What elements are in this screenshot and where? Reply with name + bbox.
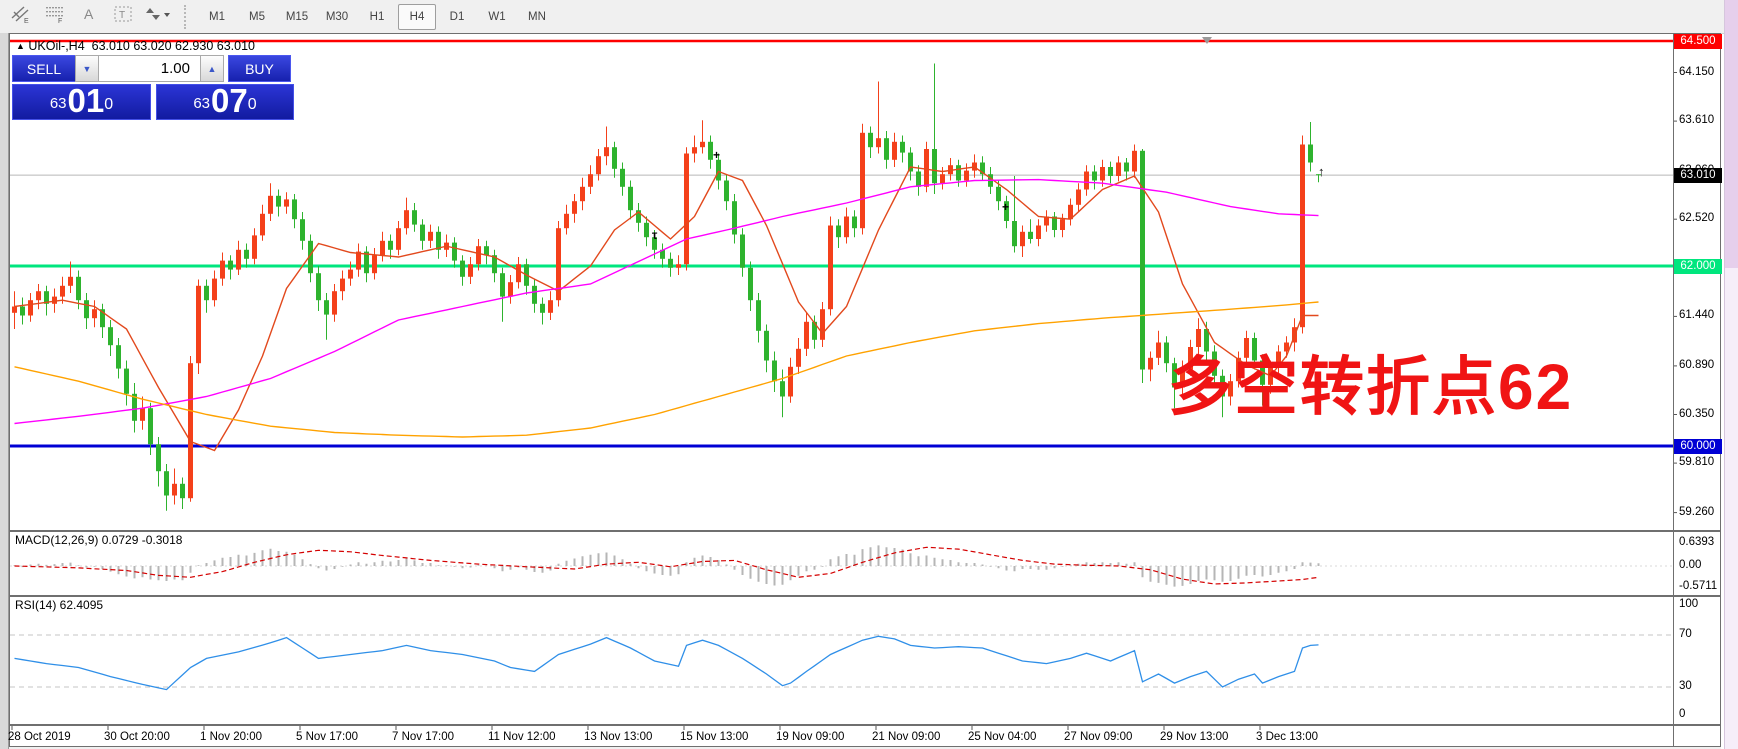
object-mark-2: +: [1002, 200, 1010, 214]
time-label[interactable]: 5 Nov 17:00: [296, 731, 359, 743]
ask-pip-digit: 0: [247, 96, 257, 113]
price-tick-62.520: 62.520: [1679, 212, 1715, 225]
rsi-label: RSI(14) 62.4095: [15, 598, 104, 612]
ma-mid: [14, 178, 1319, 425]
time-label[interactable]: 27 Nov 09:00: [1064, 731, 1133, 743]
symbol-ohlc: 63.010 63.020 62.930 63.010: [91, 39, 255, 53]
time-label[interactable]: 15 Nov 13:00: [680, 731, 749, 743]
text-label-icon: T: [112, 4, 134, 29]
symbol-name: UKOil-,H4: [28, 39, 85, 53]
timeframe-group: M1 M5 M15 M30 H1 H4 D1 W1 MN: [197, 3, 557, 30]
rsi-axis-30: 30: [1679, 680, 1692, 692]
symbol-header: ▲ UKOil-,H4 63.010 63.020 62.930 63.010: [16, 39, 255, 53]
time-label[interactable]: 29 Nov 13:00: [1160, 731, 1229, 743]
rsi-axis-100: 100: [1679, 598, 1699, 610]
price-badge-64.500: 64.500: [1674, 33, 1722, 49]
bid-price-display[interactable]: 63 01 0: [12, 84, 151, 120]
equidistant-channel-tool-button[interactable]: E: [5, 3, 37, 31]
arrows-tool-button[interactable]: [141, 3, 173, 31]
bid-prefix: 63: [49, 95, 67, 112]
price-axis-border: [1673, 34, 1674, 746]
rsi-axis-0: 0: [1679, 708, 1686, 720]
price-badge-62.000: 62.000: [1674, 258, 1722, 274]
rsi-line: [14, 635, 1319, 691]
equidistant-channel-icon: E: [10, 4, 32, 29]
timeframe-button-h4[interactable]: H4: [398, 3, 436, 30]
ma-fast: [14, 166, 1319, 452]
ask-prefix: 63: [193, 95, 211, 112]
rsi-axis-70: 70: [1679, 628, 1692, 640]
volume-decrease-button[interactable]: ▼: [75, 55, 99, 82]
timeframe-button-m5[interactable]: M5: [249, 10, 265, 23]
chart-annotation-text: 多空转折点62: [1168, 351, 1574, 423]
svg-text:F: F: [58, 18, 62, 24]
rsi-timeline-separator: [9, 724, 1721, 726]
price-tick-59.260: 59.260: [1679, 505, 1715, 518]
time-label[interactable]: 3 Dec 13:00: [1256, 731, 1319, 743]
bid-pip-digit: 0: [104, 96, 114, 113]
window-bottom-edge: [9, 747, 1721, 749]
timeframe-button-d1[interactable]: D1: [449, 10, 465, 23]
window-left-edge: [0, 33, 9, 749]
timeframe-button-mn[interactable]: MN: [528, 10, 546, 23]
timeframe-button-h1[interactable]: H1: [369, 10, 385, 23]
timeframe-button-w1[interactable]: W1: [488, 10, 506, 23]
macd-signal-line: [14, 546, 1319, 585]
ask-price-display[interactable]: 63 07 0: [156, 84, 294, 120]
price-tick-64.150: 64.150: [1679, 65, 1715, 78]
symbol-collapse-icon[interactable]: ▲: [16, 41, 25, 51]
ma-slow: [14, 301, 1319, 438]
volume-input[interactable]: 1.00: [99, 55, 200, 82]
one-click-trading-panel: SELL ▼ 1.00 ▲ BUY 63 01 0 63 07 0: [12, 55, 294, 120]
arrows-icon: [142, 4, 172, 29]
time-label[interactable]: 30 Oct 20:00: [104, 731, 170, 743]
timeframe-button-m30[interactable]: M30: [325, 10, 349, 23]
text-tool-button[interactable]: A: [73, 3, 105, 31]
fibonacci-tool-button[interactable]: F: [39, 3, 71, 31]
price-tick-63.610: 63.610: [1679, 114, 1715, 127]
svg-text:A: A: [84, 6, 94, 22]
main-macd-separator[interactable]: [9, 530, 1721, 532]
right-scrollbar-thumb[interactable]: [1725, 0, 1738, 268]
time-label[interactable]: 7 Nov 17:00: [392, 731, 455, 743]
toolbar-grip: [184, 4, 191, 29]
ask-big-digits: 07: [211, 82, 248, 119]
buy-button[interactable]: BUY: [228, 55, 291, 82]
text-label-tool-button[interactable]: T: [107, 3, 139, 31]
object-mark-0: +: [713, 148, 721, 162]
macd-axis-0.6393: 0.6393: [1679, 536, 1715, 548]
time-label[interactable]: 21 Nov 09:00: [872, 731, 941, 743]
price-tick-59.810: 59.810: [1679, 456, 1715, 469]
last-bar-marker-icon: ↑: [1318, 164, 1325, 179]
svg-text:T: T: [119, 10, 125, 21]
volume-increase-button[interactable]: ▲: [200, 55, 224, 82]
macd-label: MACD(12,26,9) 0.0729 -0.3018: [15, 533, 183, 547]
macd-rsi-separator[interactable]: [9, 595, 1721, 597]
chart-shift-marker-icon[interactable]: [1202, 37, 1212, 44]
time-label[interactable]: 25 Nov 04:00: [968, 731, 1037, 743]
bid-big-digits: 01: [67, 82, 105, 119]
price-badge-60.000: 60.000: [1674, 438, 1722, 454]
object-mark-1: τ: [652, 228, 658, 242]
timeframe-button-m1[interactable]: M1: [209, 10, 225, 23]
macd-axis-0.00: 0.00: [1679, 559, 1702, 571]
fibonacci-icon: F: [44, 4, 66, 29]
timeframe-button-m15[interactable]: M15: [285, 10, 309, 23]
time-label[interactable]: 19 Nov 09:00: [776, 731, 845, 743]
time-label[interactable]: 11 Nov 12:00: [488, 731, 556, 743]
svg-text:E: E: [24, 18, 29, 24]
text-icon: A: [78, 4, 100, 29]
time-label[interactable]: 1 Nov 20:00: [200, 731, 263, 743]
price-tick-60.890: 60.890: [1679, 358, 1715, 371]
time-label[interactable]: 28 Oct 2019: [8, 731, 71, 743]
price-tick-61.440: 61.440: [1679, 309, 1715, 322]
sell-button[interactable]: SELL: [12, 55, 75, 82]
price-tick-60.350: 60.350: [1679, 407, 1715, 420]
macd-axis--0.5711: -0.5711: [1679, 580, 1718, 592]
time-label[interactable]: 13 Nov 13:00: [584, 731, 653, 743]
price-badge-63.010: 63.010: [1674, 167, 1722, 183]
